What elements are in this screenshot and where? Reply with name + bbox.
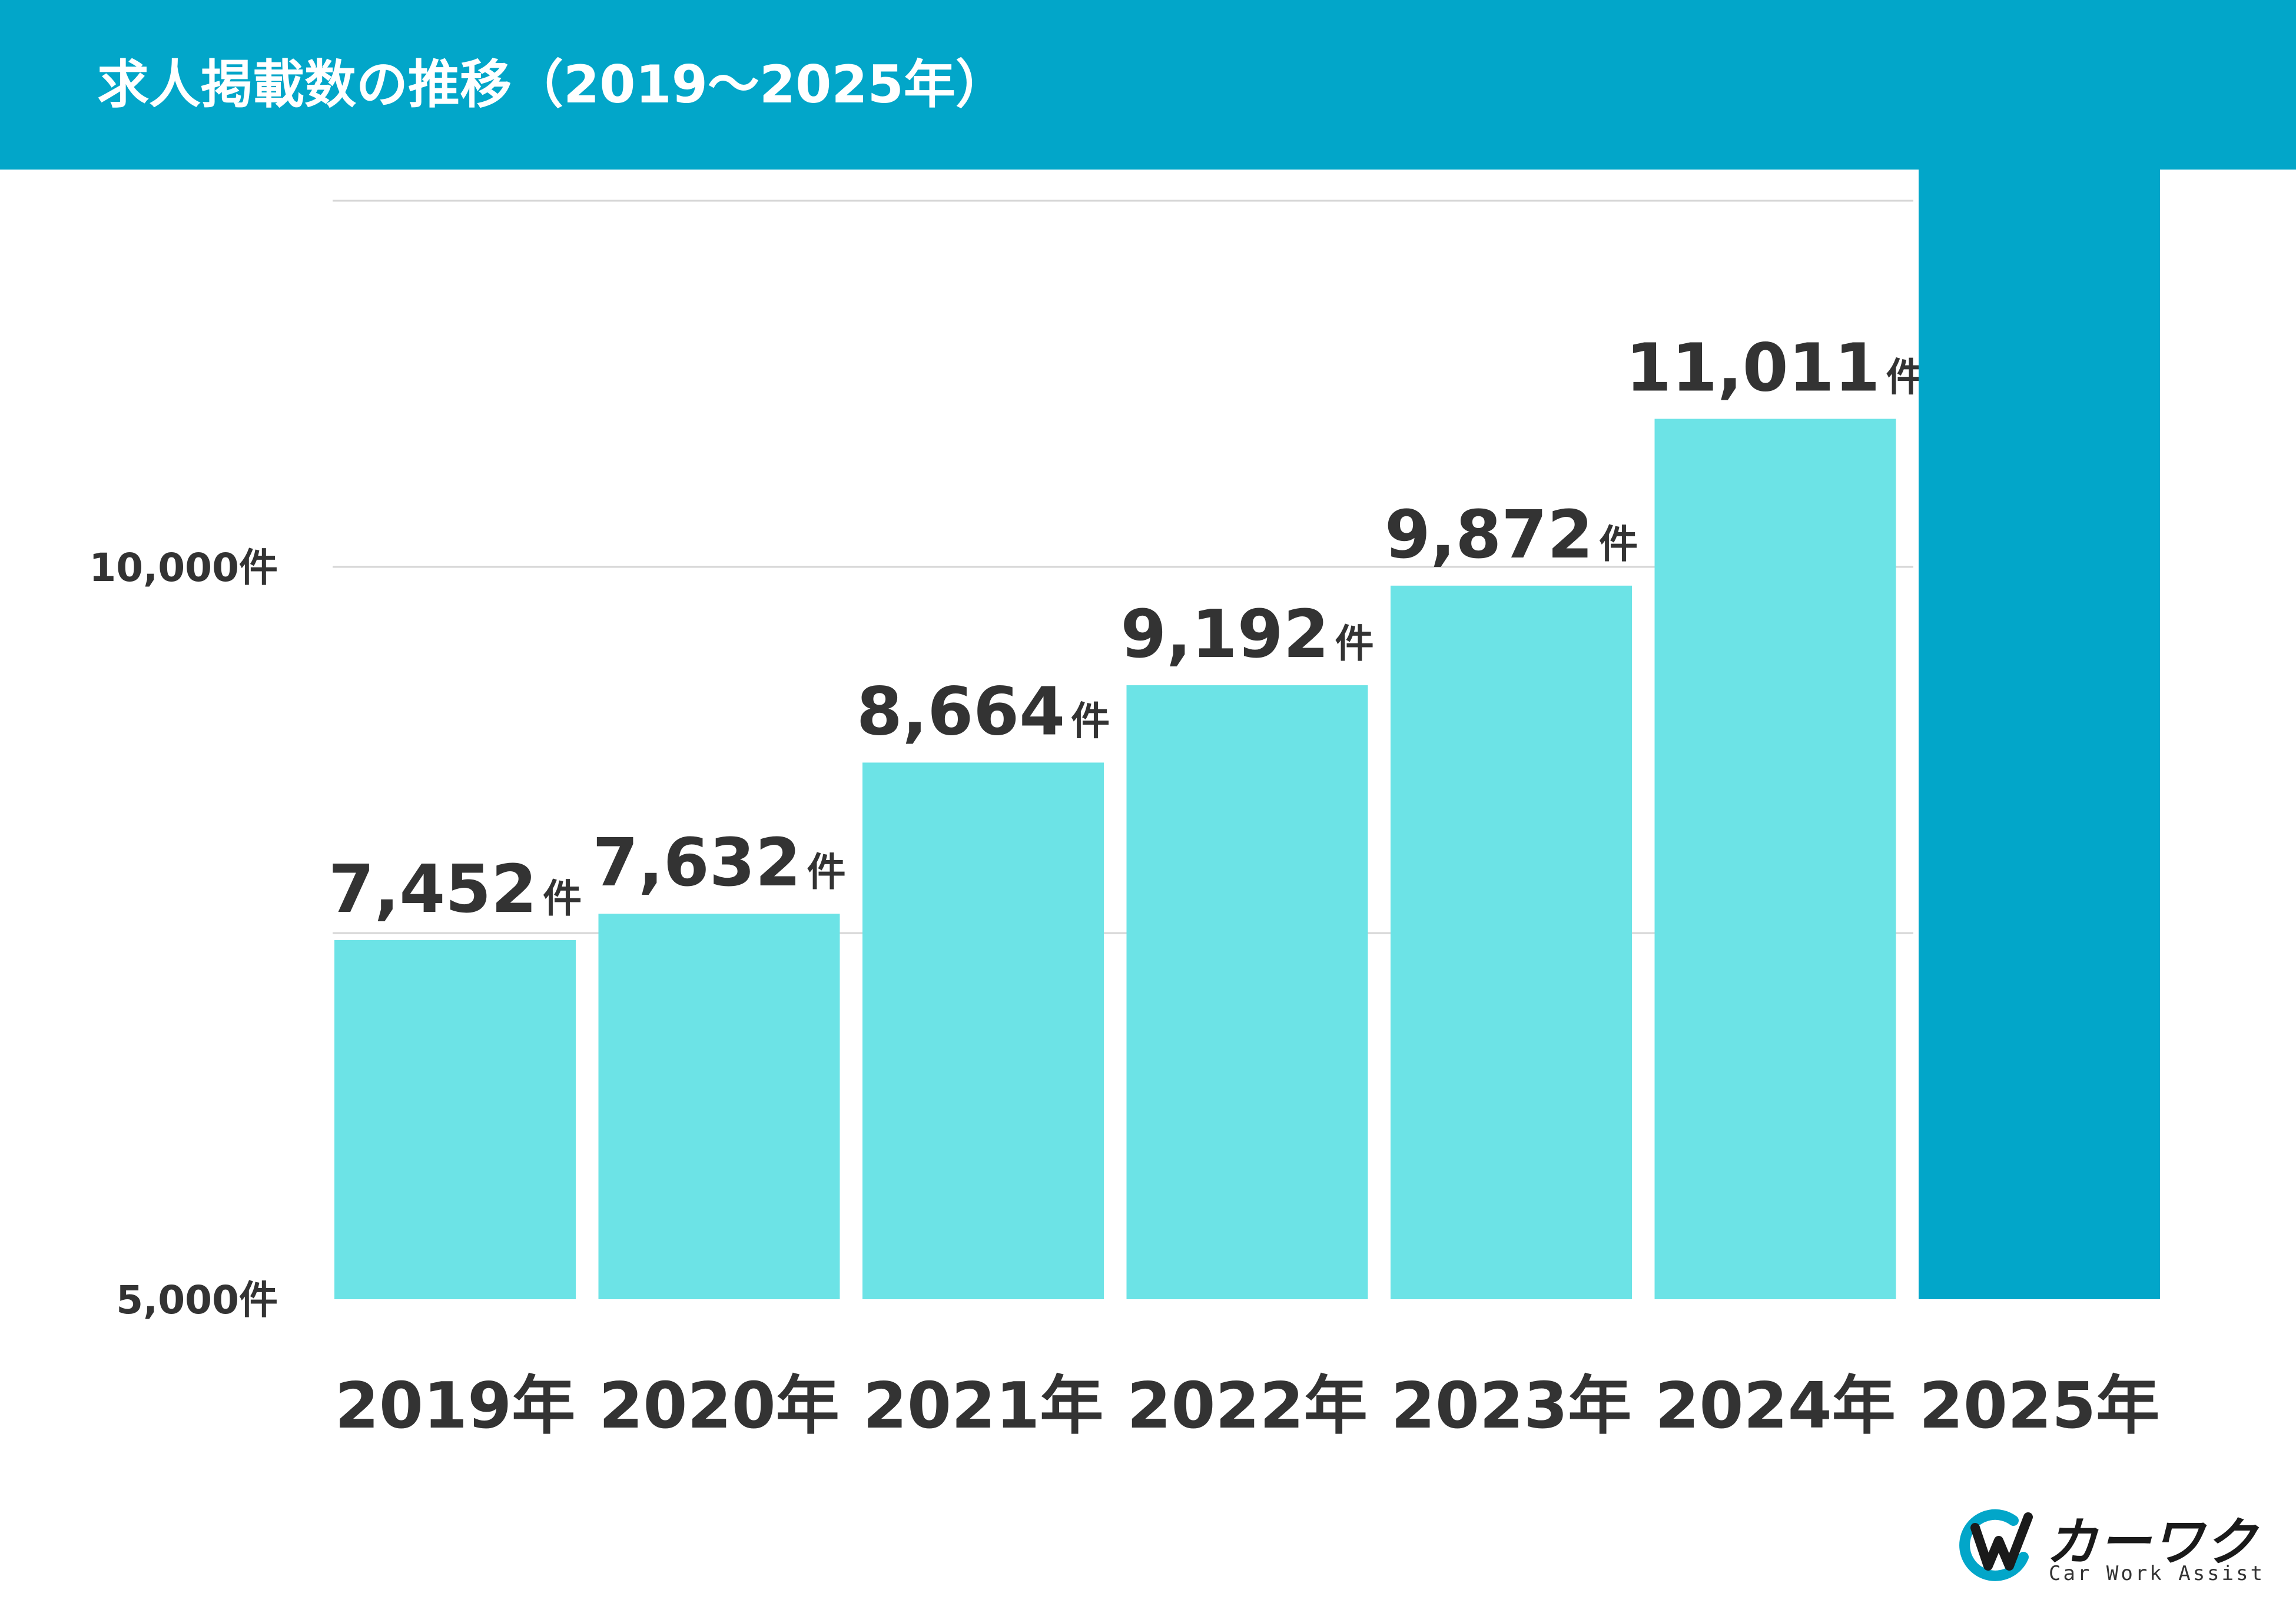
brand-logo: カーワク Car Work Assist <box>1957 1504 2262 1592</box>
bar <box>1126 685 1368 1299</box>
y-tick-label: 10,000件 <box>89 545 278 590</box>
bar <box>1654 419 1896 1300</box>
bar <box>1919 0 2160 1300</box>
car-work-logo-icon <box>1959 1509 2033 1581</box>
x-category-label: 2021年 <box>863 1369 1104 1443</box>
x-category-label: 2022年 <box>1127 1369 1368 1443</box>
bar-value-label: 8,664 件 <box>857 673 1110 750</box>
header-bar: 求人掲載数の推移（2019～2025年） <box>0 0 2296 170</box>
bar-value-label: 11,011 件 <box>1625 330 1925 406</box>
x-category-label: 2025年 <box>1919 1369 2160 1443</box>
bar <box>334 940 576 1299</box>
bar-value-label: 7,452 件 <box>329 851 582 928</box>
x-category-label: 2019年 <box>335 1369 576 1443</box>
bar-value-label: 7,632 件 <box>592 825 845 901</box>
y-tick-label: 5,000件 <box>116 1277 278 1323</box>
x-category-label: 2020年 <box>599 1369 840 1443</box>
bar <box>862 762 1104 1299</box>
bar <box>598 914 840 1299</box>
x-category-label: 2024年 <box>1655 1369 1896 1443</box>
bar-value-label: 9,192 件 <box>1120 596 1373 673</box>
logo-name: カーワク <box>2046 1512 2258 1572</box>
bar <box>1391 585 1632 1299</box>
bar-value-label: 9,872 件 <box>1385 497 1638 573</box>
x-category-label: 2023年 <box>1391 1369 1632 1443</box>
chart-title: 求人掲載数の推移（2019～2025年） <box>97 54 1007 115</box>
logo-subtitle: Car Work Assist <box>2049 1562 2265 1585</box>
